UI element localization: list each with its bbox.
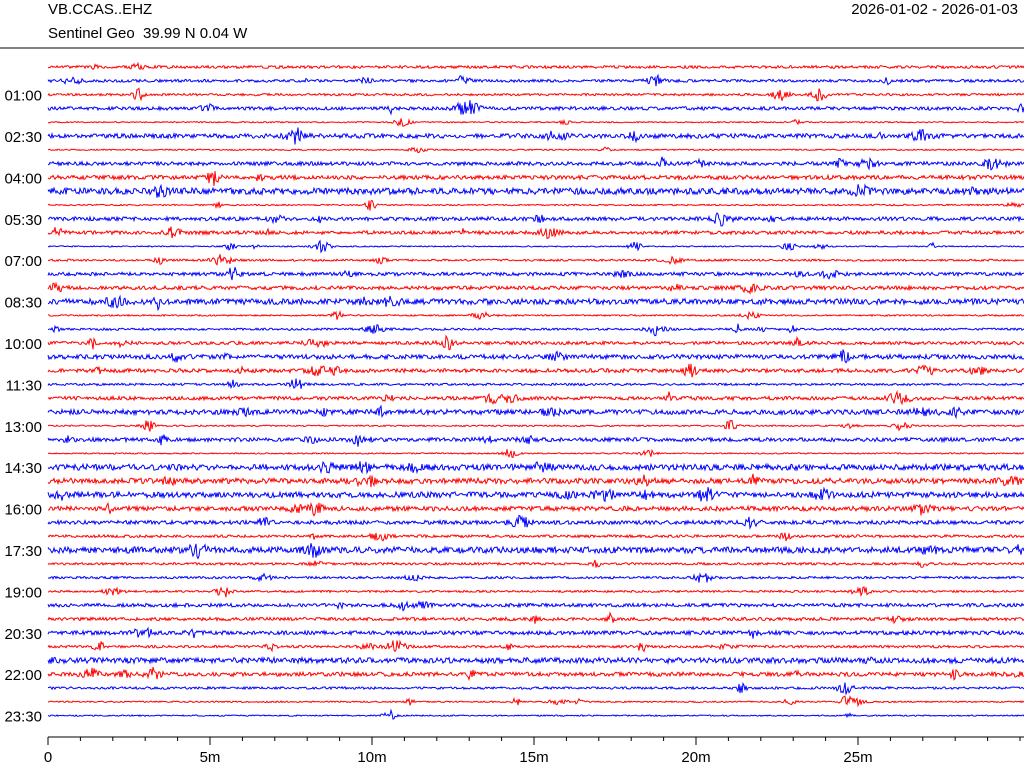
trace <box>47 532 1024 542</box>
trace <box>47 404 1024 420</box>
x-tick-label: 0 <box>44 749 52 766</box>
trace <box>47 239 1024 254</box>
row-time-label: 22:00 <box>4 667 42 684</box>
trace <box>47 486 1024 503</box>
x-tick-label: 10m <box>357 749 386 766</box>
row-time-label: 01:00 <box>4 88 42 105</box>
trace <box>47 708 1024 720</box>
trace <box>47 434 1024 447</box>
trace <box>47 254 1024 266</box>
trace <box>47 334 1024 351</box>
x-tick-label: 15m <box>519 749 548 766</box>
traces <box>47 61 1024 720</box>
trace <box>47 389 1024 406</box>
trace <box>47 183 1024 198</box>
station-code: VB.CCAS..EHZ <box>48 1 152 18</box>
trace <box>47 127 1024 145</box>
row-time-label: 10:00 <box>4 336 42 353</box>
row-time-label: 14:30 <box>4 460 42 477</box>
x-tick-label: 20m <box>681 749 710 766</box>
trace <box>47 294 1024 312</box>
trace <box>47 666 1024 682</box>
trace <box>47 572 1024 583</box>
trace <box>47 212 1024 227</box>
trace <box>47 473 1024 488</box>
trace <box>47 87 1024 102</box>
trace <box>47 309 1024 321</box>
x-tick-label: 25m <box>843 749 872 766</box>
trace <box>47 349 1024 364</box>
trace <box>47 639 1024 653</box>
row-time-label: 11:30 <box>6 377 42 394</box>
trace <box>47 281 1024 295</box>
trace <box>47 514 1024 530</box>
trace <box>47 419 1024 432</box>
trace <box>47 118 1024 127</box>
row-time-label: 04:00 <box>4 170 42 187</box>
row-time-label: 19:00 <box>4 584 42 601</box>
trace <box>47 146 1024 154</box>
trace <box>47 226 1024 240</box>
row-time-label: 05:30 <box>4 212 42 229</box>
trace <box>47 543 1024 560</box>
row-time-label: 17:30 <box>4 543 42 560</box>
trace <box>47 681 1024 695</box>
row-time-label: 07:00 <box>4 253 42 270</box>
row-time-label: 20:30 <box>4 626 42 643</box>
row-time-label: 08:30 <box>4 295 42 312</box>
trace <box>47 171 1024 186</box>
row-time-label: 13:00 <box>4 419 42 436</box>
trace <box>47 559 1024 568</box>
trace <box>47 363 1024 378</box>
date-range: 2026-01-02 - 2026-01-03 <box>851 1 1018 18</box>
trace <box>47 378 1024 390</box>
row-time-label: 16:00 <box>4 502 42 519</box>
row-time-label: 23:30 <box>4 709 42 726</box>
x-tick-label: 5m <box>200 749 221 766</box>
trace <box>47 267 1024 281</box>
trace <box>47 448 1024 458</box>
row-time-label: 02:30 <box>4 129 42 146</box>
trace <box>47 199 1024 211</box>
trace <box>47 611 1024 625</box>
trace <box>47 655 1024 666</box>
trace <box>47 323 1024 337</box>
station-location: Sentinel Geo 39.99 N 0.04 W <box>48 25 248 42</box>
trace <box>47 600 1024 612</box>
trace <box>47 586 1024 598</box>
trace <box>47 695 1024 708</box>
trace <box>47 100 1024 116</box>
trace <box>47 156 1024 171</box>
trace <box>47 626 1024 639</box>
trace <box>47 73 1024 87</box>
trace <box>47 61 1024 71</box>
trace <box>47 460 1024 475</box>
trace <box>47 501 1024 517</box>
